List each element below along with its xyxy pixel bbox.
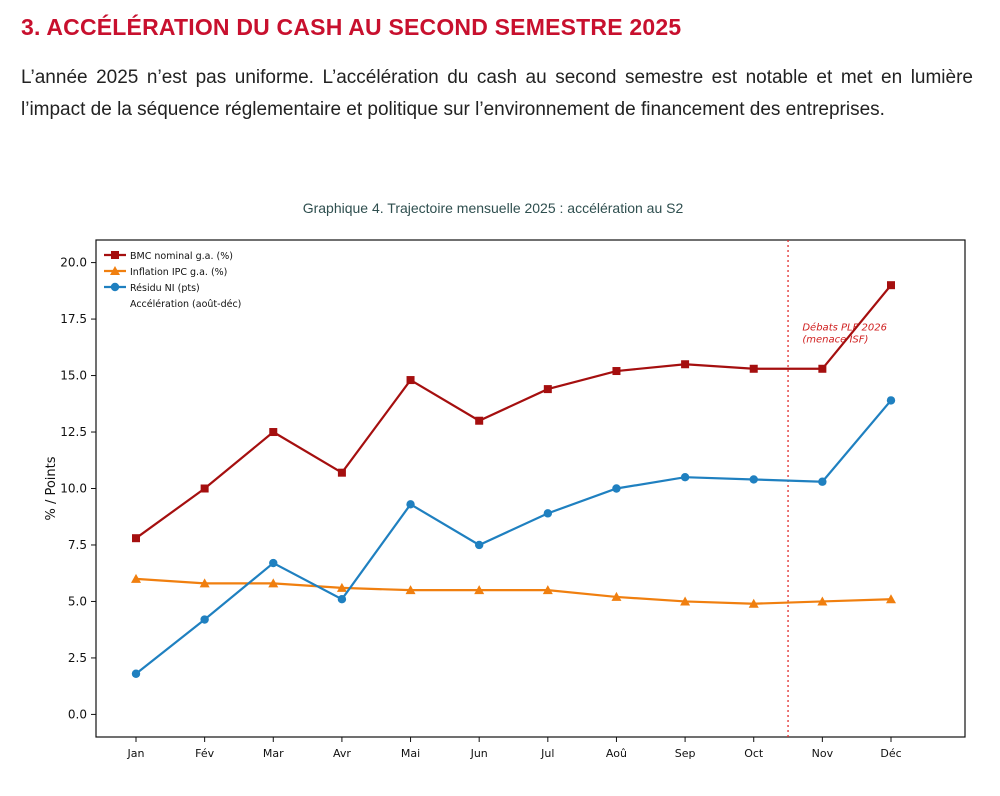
y-tick-label: 15.0 bbox=[60, 369, 87, 383]
series-1-point bbox=[200, 484, 209, 493]
x-tick-label: Mar bbox=[263, 747, 284, 760]
series-1-point bbox=[406, 376, 415, 385]
x-tick-label: Avr bbox=[333, 747, 351, 760]
x-tick-label: Fév bbox=[195, 747, 214, 760]
annotation-text: Débats PLF 2026 bbox=[802, 321, 887, 333]
series-2-point bbox=[474, 585, 485, 595]
y-axis-label: % / Points bbox=[44, 456, 59, 520]
series-2-point bbox=[542, 585, 553, 595]
x-tick-label: Jun bbox=[470, 747, 488, 760]
series-3-point bbox=[406, 500, 415, 509]
series-1-point bbox=[269, 428, 278, 437]
series-3-point bbox=[200, 615, 209, 624]
legend-label: BMC nominal g.a. (%) bbox=[130, 251, 233, 262]
chart-caption: Graphique 4. Trajectoire mensuelle 2025 … bbox=[302, 200, 684, 216]
series-3-point bbox=[543, 509, 553, 518]
x-tick-label: Aoû bbox=[606, 747, 627, 760]
legend-label: Résidu NI (pts) bbox=[130, 283, 200, 294]
plot-area bbox=[95, 239, 966, 738]
legend-label: Accélération (août-déc) bbox=[130, 299, 241, 310]
series-2-point bbox=[817, 596, 828, 606]
legend-label: Inflation IPC g.a. (%) bbox=[130, 267, 227, 278]
series-3-point bbox=[131, 669, 141, 678]
series-line-3 bbox=[135, 399, 892, 675]
x-tick-label: Déc bbox=[880, 747, 901, 760]
x-tick-label: Nov bbox=[812, 747, 834, 760]
series-2-point bbox=[886, 594, 896, 604]
series-1-point bbox=[132, 534, 140, 543]
series-2-point bbox=[131, 573, 141, 583]
y-tick-label: 5.0 bbox=[68, 594, 87, 608]
x-tick-label: Oct bbox=[744, 747, 764, 760]
y-tick-label: 10.0 bbox=[60, 482, 87, 496]
series-3-point bbox=[337, 594, 347, 604]
series-3-point bbox=[474, 540, 484, 550]
x-tick-label: Mai bbox=[401, 747, 420, 760]
series-1-point bbox=[887, 281, 895, 290]
series-3-point bbox=[749, 475, 758, 484]
series-2-point bbox=[405, 585, 416, 595]
series-2-point bbox=[680, 596, 691, 606]
x-tick-label: Jan bbox=[127, 747, 145, 760]
series-line-2 bbox=[135, 577, 892, 605]
series-2-point bbox=[336, 582, 347, 592]
series-3-point bbox=[818, 477, 827, 486]
x-tick-label: Jul bbox=[540, 747, 554, 760]
series-1-point bbox=[612, 367, 621, 376]
series-2-point bbox=[748, 598, 759, 608]
series-3-point bbox=[269, 558, 278, 568]
series-1-point bbox=[475, 416, 484, 425]
y-tick-label: 2.5 bbox=[68, 651, 87, 665]
series-1-point bbox=[681, 360, 690, 369]
y-tick-label: 7.5 bbox=[68, 538, 87, 552]
legend-marker bbox=[111, 251, 119, 259]
series-1-point bbox=[543, 385, 552, 394]
legend-marker bbox=[110, 282, 120, 292]
series-line-1 bbox=[135, 284, 892, 540]
x-tick-label: Sep bbox=[675, 747, 696, 760]
series-2-point bbox=[199, 578, 210, 588]
series-2-point bbox=[268, 578, 279, 588]
series-1-point bbox=[337, 468, 346, 477]
series-1-point bbox=[749, 364, 758, 373]
y-tick-label: 12.5 bbox=[60, 425, 87, 439]
series-3-point bbox=[612, 484, 621, 493]
y-tick-label: 17.5 bbox=[60, 312, 87, 326]
annotation-text: (menace ISF) bbox=[802, 334, 868, 345]
intro-paragraph: L’année 2025 n’est pas uniforme. L’accél… bbox=[21, 67, 973, 120]
y-tick-label: 20.0 bbox=[60, 256, 87, 270]
section-title: 3. ACCÉLÉRATION DU CASH AU SECOND SEMEST… bbox=[21, 14, 682, 40]
legend-marker bbox=[110, 266, 120, 275]
series-1-point bbox=[818, 364, 827, 373]
series-3-point bbox=[886, 396, 896, 405]
series-2-point bbox=[611, 591, 622, 601]
series-3-point bbox=[680, 473, 690, 482]
y-tick-label: 0.0 bbox=[68, 707, 87, 721]
